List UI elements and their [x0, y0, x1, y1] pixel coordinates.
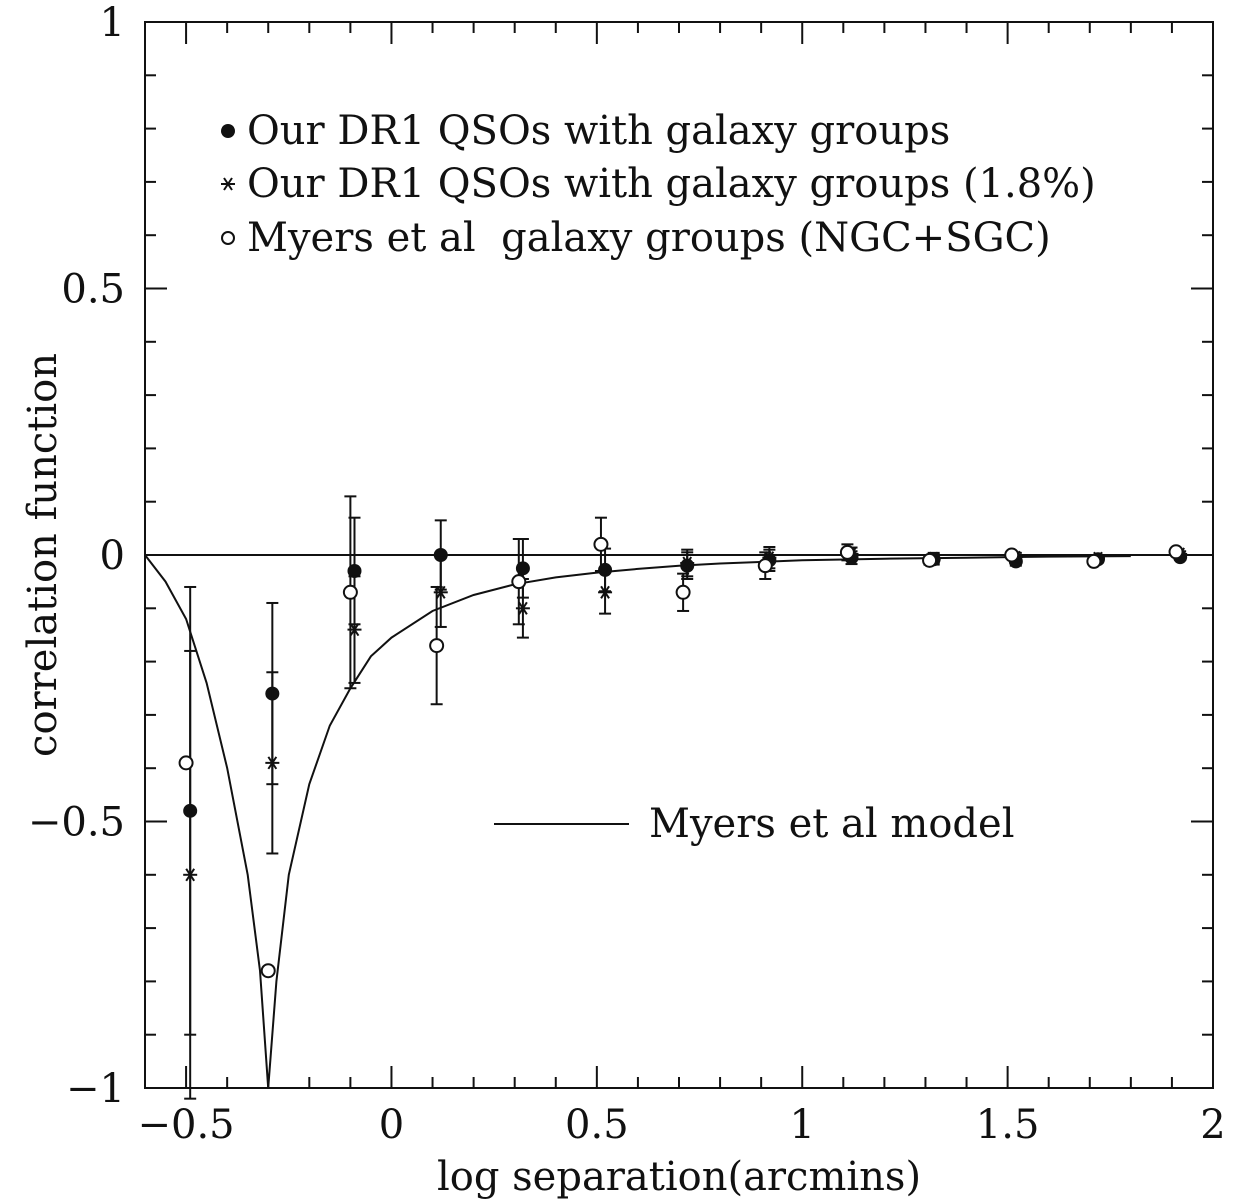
point-open-circle	[757, 558, 773, 574]
legend-marker-filled-circle	[221, 124, 235, 138]
y-axis-label: correlation function	[20, 353, 66, 757]
legend-marker-asterisk	[221, 177, 235, 191]
point-open-circle	[1168, 544, 1184, 560]
point-open-circle	[1004, 547, 1020, 563]
point-open-circle	[178, 755, 194, 771]
legend-marker-open-circle	[221, 231, 235, 245]
legend-item-dr1-1.8: Our DR1 QSOs with galaxy groups (1.8%)	[221, 161, 1096, 207]
point-open-circle	[1086, 553, 1102, 569]
x-tick-label: 2	[1200, 1102, 1225, 1148]
axis-ticks: −0.5 0 0.5 1 1.5 2 −1 −0.5 0 0.5 1	[28, 0, 1226, 1148]
point-asterisk	[265, 756, 280, 770]
y-tick-label: −1	[66, 1066, 125, 1112]
point-open-circle	[260, 963, 276, 979]
y-tick-label: −0.5	[28, 800, 125, 846]
point-open-circle	[593, 536, 609, 552]
legend-label-model: Myers et al model	[649, 801, 1015, 847]
point-asterisk	[598, 585, 613, 599]
x-tick-label: 1	[790, 1102, 815, 1148]
legend-label-dr1-1.8: Our DR1 QSOs with galaxy groups (1.8%)	[247, 161, 1096, 207]
legend-label-myers: Myers et al galaxy groups (NGC+SGC)	[247, 215, 1051, 261]
y-tick-label: 0.5	[61, 267, 125, 313]
x-tick-label: 0	[379, 1102, 404, 1148]
legend-item-dr1: Our DR1 QSOs with galaxy groups	[221, 108, 950, 154]
legend-label-dr1: Our DR1 QSOs with galaxy groups	[247, 108, 950, 154]
point-asterisk	[183, 868, 198, 882]
point-open-circle	[342, 584, 358, 600]
y-tick-label: 0	[100, 533, 125, 579]
point-open-circle	[839, 544, 855, 560]
legend: Our DR1 QSOs with galaxy groups Our DR1 …	[221, 108, 1096, 847]
legend-item-model: Myers et al model	[494, 801, 1015, 847]
data-points	[178, 495, 1188, 1100]
x-tick-label: 0.5	[565, 1102, 629, 1148]
point-open-circle	[511, 574, 527, 590]
point-open-circle	[922, 552, 938, 568]
x-tick-label: −0.5	[138, 1102, 235, 1148]
point-open-circle	[429, 638, 445, 654]
point-asterisk	[680, 556, 695, 570]
y-tick-label: 1	[100, 0, 125, 46]
legend-item-myers: Myers et al galaxy groups (NGC+SGC)	[221, 215, 1051, 261]
x-axis-label: log separation(arcmins)	[437, 1154, 921, 1200]
point-open-circle	[675, 584, 691, 600]
x-tick-label: 1.5	[976, 1102, 1040, 1148]
